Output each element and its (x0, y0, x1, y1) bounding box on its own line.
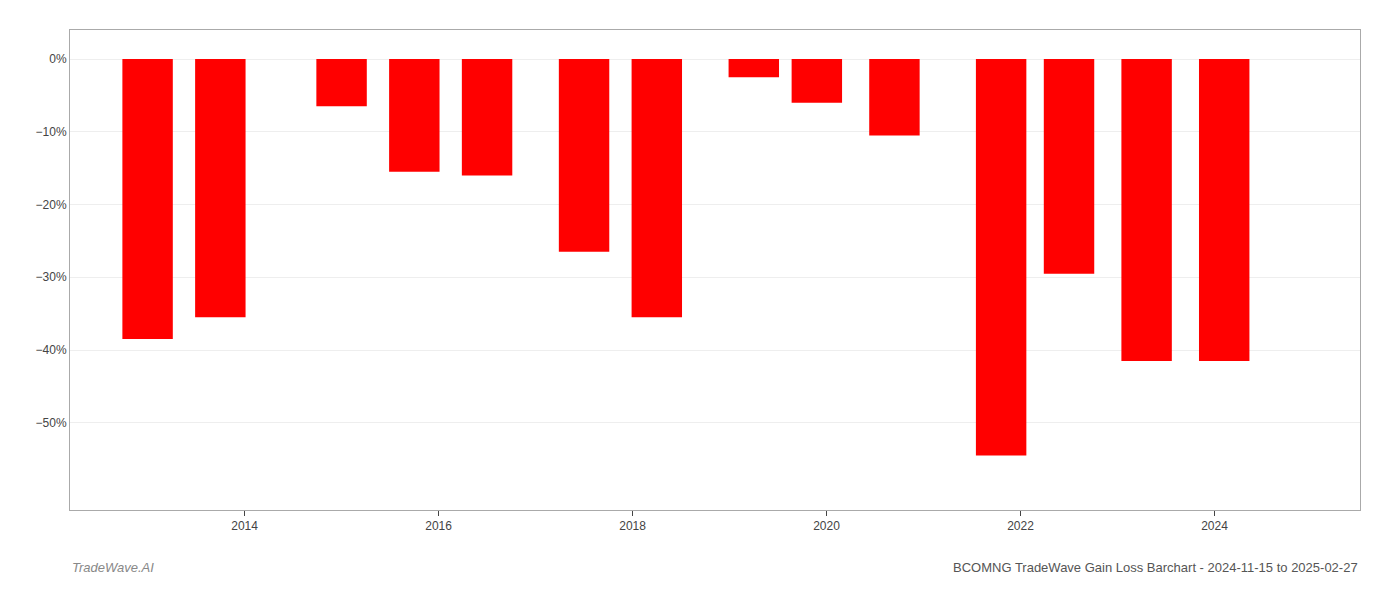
svg-text:TradeWave.AI: TradeWave.AI (72, 560, 154, 575)
svg-text:2016: 2016 (425, 519, 452, 533)
svg-text:2024: 2024 (1201, 519, 1228, 533)
svg-text:2020: 2020 (813, 519, 840, 533)
svg-text:0%: 0% (49, 52, 67, 66)
svg-text:2022: 2022 (1007, 519, 1034, 533)
svg-text:2018: 2018 (619, 519, 646, 533)
svg-text:2014: 2014 (231, 519, 258, 533)
svg-text:−20%: −20% (36, 198, 67, 212)
svg-text:BCOMNG TradeWave Gain Loss Bar: BCOMNG TradeWave Gain Loss Barchart - 20… (953, 560, 1358, 575)
svg-text:−10%: −10% (36, 125, 67, 139)
svg-text:−30%: −30% (36, 270, 67, 284)
svg-text:−40%: −40% (36, 343, 67, 357)
svg-text:−50%: −50% (36, 416, 67, 430)
